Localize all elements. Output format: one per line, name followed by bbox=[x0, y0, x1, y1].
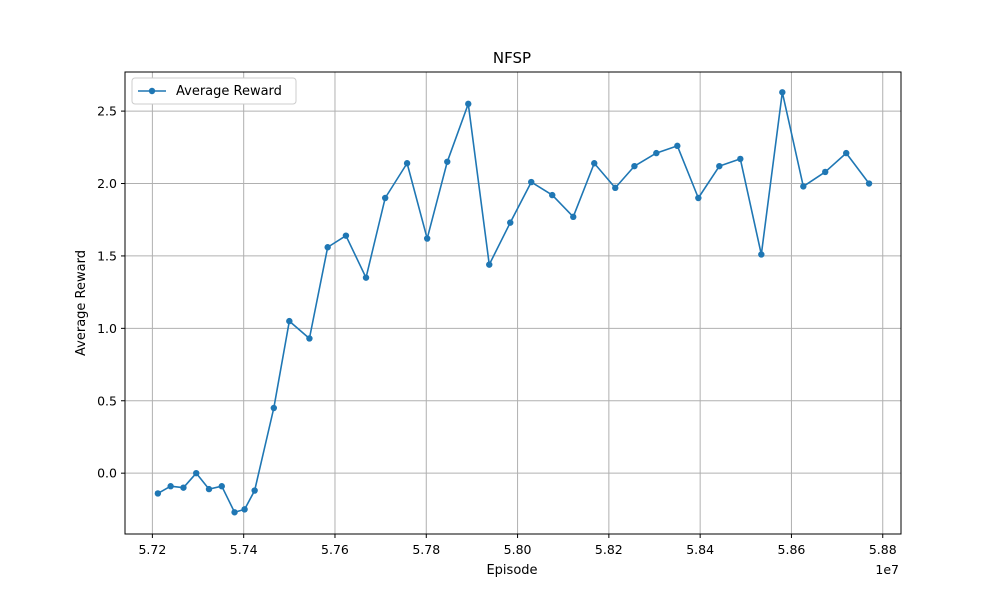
data-point bbox=[507, 219, 514, 226]
data-point bbox=[465, 100, 472, 108]
data-point bbox=[674, 142, 681, 150]
data-point bbox=[486, 261, 493, 268]
y-tick-label: 2.0 bbox=[97, 176, 117, 191]
data-point bbox=[591, 160, 598, 167]
data-point bbox=[251, 487, 258, 494]
data-point bbox=[193, 469, 200, 477]
data-point bbox=[205, 485, 213, 493]
data-point bbox=[758, 251, 765, 258]
data-point bbox=[737, 155, 744, 163]
data-point bbox=[779, 89, 786, 96]
data-point bbox=[241, 506, 248, 513]
data-point bbox=[570, 213, 577, 221]
data-point bbox=[865, 180, 873, 187]
data-point bbox=[154, 490, 162, 497]
y-tick-label: 1.0 bbox=[97, 321, 117, 336]
x-tick-label: 5.80 bbox=[504, 542, 532, 557]
data-point bbox=[324, 244, 331, 251]
data-point bbox=[822, 168, 829, 176]
data-point bbox=[403, 160, 411, 167]
data-point bbox=[444, 158, 451, 165]
x-tick-label: 5.78 bbox=[412, 542, 440, 557]
y-tick-label: 0.0 bbox=[97, 466, 117, 481]
data-point bbox=[528, 178, 535, 186]
x-tick-label: 5.86 bbox=[778, 542, 806, 557]
data-point bbox=[362, 274, 370, 281]
data-point bbox=[695, 194, 702, 202]
data-point bbox=[167, 483, 174, 490]
series-layer bbox=[154, 89, 873, 516]
x-axis-label: Episode bbox=[486, 563, 537, 578]
x-tick-label: 5.72 bbox=[138, 542, 166, 557]
data-point bbox=[180, 484, 187, 491]
legend-box bbox=[131, 77, 297, 105]
data-point bbox=[631, 162, 638, 170]
legend-entry-label: Average Reward bbox=[176, 84, 282, 99]
plot-area-frame bbox=[124, 71, 902, 535]
data-point bbox=[306, 335, 313, 342]
y-tick-label: 0.5 bbox=[97, 393, 117, 408]
x-tick-label: 5.76 bbox=[321, 542, 349, 557]
data-point bbox=[286, 317, 293, 325]
legend: Average Reward bbox=[131, 77, 297, 105]
y-axis-label: Average Reward bbox=[74, 250, 89, 356]
data-point bbox=[342, 232, 350, 239]
data-point bbox=[381, 194, 389, 202]
data-point bbox=[270, 404, 278, 412]
data-point bbox=[612, 184, 619, 192]
legend-marker-sample bbox=[148, 87, 156, 95]
x-tick-label: 5.74 bbox=[230, 542, 258, 557]
data-point bbox=[800, 183, 807, 190]
x-tick-label: 5.82 bbox=[595, 542, 623, 557]
data-point bbox=[231, 509, 238, 516]
axis-ticks: 5.72 5.74 5.76 5.78 5.80 5.82 5.84 5.86 5.88 0.0 0… bbox=[97, 104, 897, 557]
x-tick-label: 5.88 bbox=[869, 542, 897, 557]
x-axis-offset-label: 1e7 bbox=[875, 562, 899, 577]
grid bbox=[125, 72, 901, 534]
data-point bbox=[423, 235, 431, 242]
data-point bbox=[843, 149, 850, 157]
data-point bbox=[218, 483, 225, 490]
y-tick-label: 2.5 bbox=[97, 104, 117, 119]
y-tick-label: 1.5 bbox=[97, 248, 117, 263]
x-tick-label: 5.84 bbox=[686, 542, 714, 557]
data-point bbox=[716, 162, 723, 170]
data-point bbox=[653, 149, 660, 157]
data-point bbox=[549, 191, 556, 199]
chart-title: NFSP bbox=[493, 49, 531, 67]
